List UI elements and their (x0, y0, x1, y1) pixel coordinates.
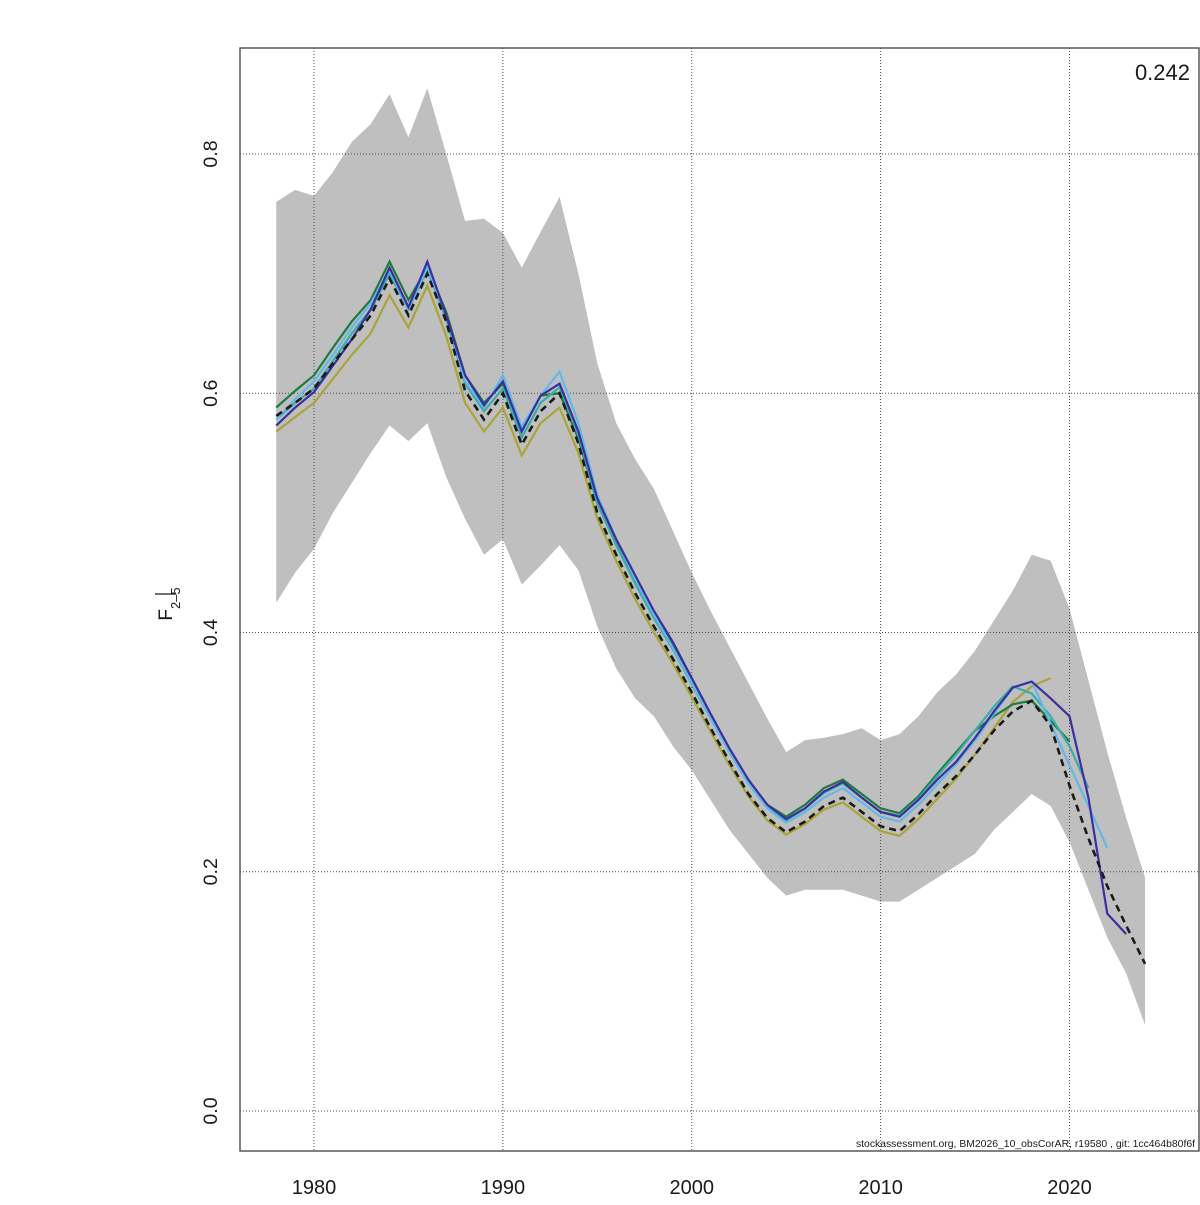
svg-text:0.2: 0.2 (200, 858, 222, 885)
svg-text:2010: 2010 (858, 1177, 903, 1199)
svg-text:1980: 1980 (292, 1177, 337, 1199)
svg-text:0.0: 0.0 (200, 1097, 222, 1124)
svg-text:2000: 2000 (670, 1177, 715, 1199)
svg-text:stockassessment.org, BM2026_10: stockassessment.org, BM2026_10_obsCorAR,… (856, 1139, 1195, 1150)
svg-text:0.6: 0.6 (200, 380, 222, 407)
svg-text:2020: 2020 (1047, 1177, 1092, 1199)
svg-text:0.8: 0.8 (200, 140, 222, 167)
svg-text:0.242: 0.242 (1135, 60, 1190, 85)
svg-text:0.4: 0.4 (200, 619, 222, 646)
svg-text:1990: 1990 (481, 1177, 526, 1199)
